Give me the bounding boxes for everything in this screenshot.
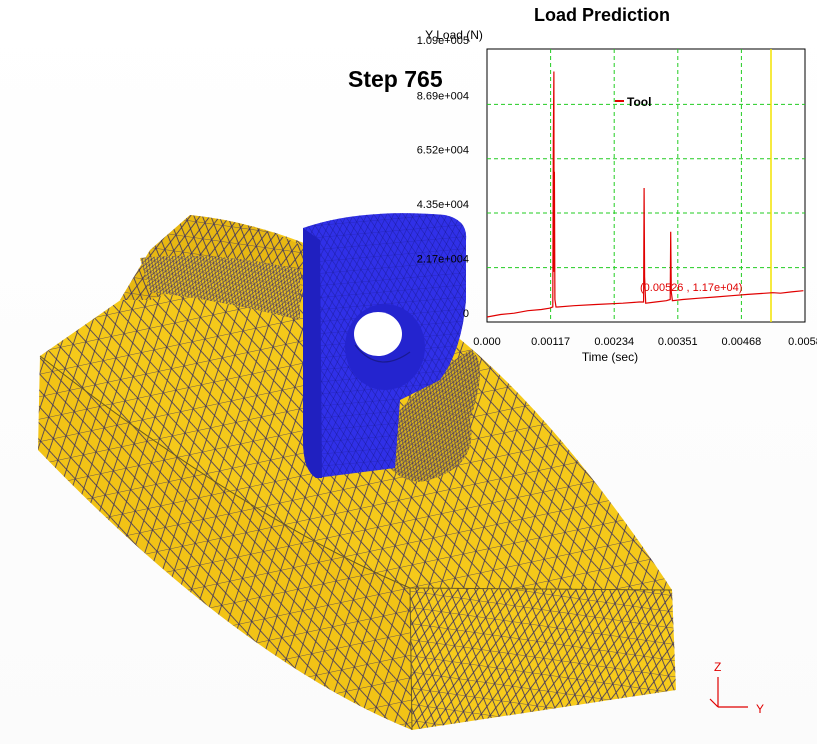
triad-y-label: Y	[756, 702, 764, 716]
tool-side-face	[303, 228, 322, 478]
triad-z-label: Z	[714, 660, 721, 674]
step-counter: Step 765	[348, 66, 443, 92]
chart-title: Load Prediction	[534, 5, 671, 25]
cutting-tool[interactable]	[303, 213, 467, 478]
axis-triad: Z Y	[709, 660, 764, 716]
